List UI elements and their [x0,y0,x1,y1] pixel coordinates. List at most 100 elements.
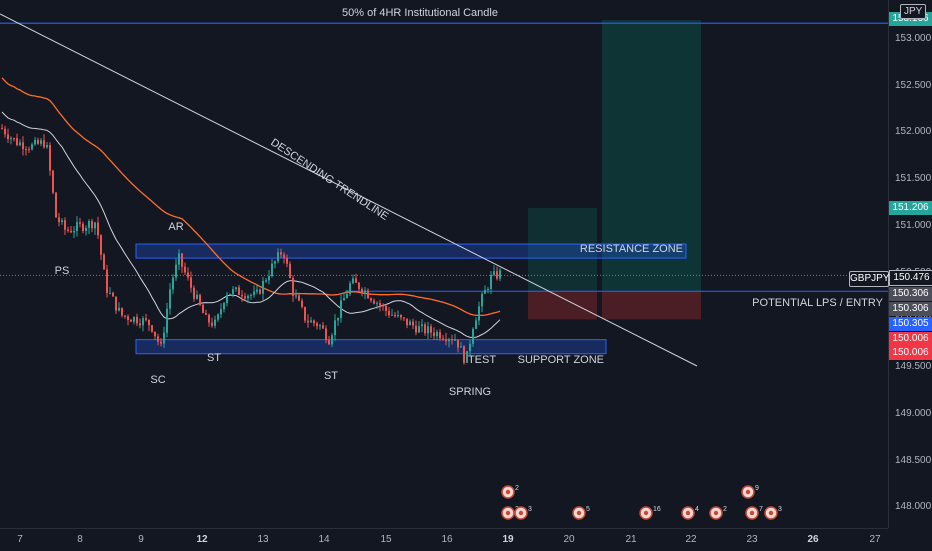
candle-body [319,325,321,327]
candle-body [445,339,447,342]
candle-body [484,289,486,294]
candle-body [10,138,12,140]
currency-badge[interactable]: JPY [900,4,927,19]
candle-body [370,298,372,301]
candle-body [448,339,450,342]
candle-body [478,306,480,321]
candle-body [331,335,333,345]
wyckoff-label-ps: PS [55,265,70,277]
candle-body [367,290,369,299]
candle-body [373,300,375,304]
time-tick-label: 26 [807,534,819,545]
entry-level-label: POTENTIAL LPS / ENTRY [752,297,883,309]
candle-body [202,304,204,314]
price-tag: 150.305 [889,317,932,331]
candle-body [208,314,210,323]
candle-body [328,340,330,345]
candle-body [181,253,183,267]
price-tag: 150.006 [889,346,932,360]
candle-body [430,326,432,333]
time-axis[interactable]: 7 8 9 12 13 14 15 16 19 20 21 22 23 26 27 [0,528,888,551]
event-badge: 3 [514,506,532,520]
candle-body [244,296,246,299]
price-tick-label: 149.500 [895,360,932,372]
candle-body [415,325,417,333]
event-badge: 4 [681,506,699,520]
candle-body [55,192,57,218]
price-tick-label: 148.000 [895,501,932,513]
candle-body [466,351,468,363]
price-tick-label: 152.000 [895,126,932,138]
candle-body [496,271,498,279]
candle-body [157,336,159,342]
candle-body [463,346,465,363]
candle-body [424,324,426,334]
candle-body [277,252,279,262]
candle-body [334,320,336,336]
candle-body [307,320,309,323]
price-tick-label: 148.500 [895,454,932,466]
candle-body [274,261,276,264]
candle-body [322,325,324,329]
candle-body [145,318,147,320]
candle-body [316,323,318,327]
candle-body [379,303,381,306]
candle-body [40,140,42,144]
candle-body [187,272,189,278]
time-tick-label: 19 [502,534,514,545]
candle-body [289,263,291,278]
candle-body [79,222,81,224]
wyckoff-label-st-1: ST [207,352,221,364]
price-tag: 150.476 [889,270,932,286]
candle-body [151,325,153,332]
candle-body [178,253,180,265]
candle-body [109,292,111,294]
candle-body [223,303,225,310]
candle-body [271,263,273,276]
candle-body [439,332,441,339]
candle-body [139,323,141,326]
candle-body [385,305,387,311]
candle-body [382,305,384,307]
candle-body [313,320,315,324]
support-zone [135,339,607,355]
institutional-candle-title: 50% of 4HR Institutional Candle [342,7,498,19]
candle-body [103,254,105,270]
candle-body [184,266,186,273]
event-badge: 5 [572,506,590,520]
resistance-zone-label: RESISTANCE ZONE [580,243,683,255]
candle-body [310,320,312,323]
candle-body [115,296,117,311]
candle-body [199,294,201,305]
candle-body [214,319,216,326]
time-tick-label: 27 [869,534,881,545]
candle-body [403,317,405,319]
candle-body [247,295,249,299]
price-tick-label: 152.500 [895,79,932,91]
wyckoff-label-test: TEST [468,354,496,366]
candle-body [43,140,45,148]
candle-body [460,346,462,348]
candle-body [436,332,438,337]
price-axis[interactable]: 153.000152.500152.000151.500151.000150.5… [888,0,932,528]
candle-body [280,252,282,255]
event-badge-count: 2 [515,485,519,492]
event-badge-count: 9 [755,485,759,492]
time-tick-label: 15 [380,534,392,545]
candle-body [388,310,390,316]
candle-body [325,328,327,341]
event-badge-count: 4 [695,506,699,513]
event-badge: 3 [501,506,519,520]
candle-body [262,280,264,294]
candle-body [487,288,489,290]
wyckoff-label-st-2: ST [324,370,338,382]
candle-body [130,319,132,322]
price-tag: 151.206 [889,201,932,215]
candle-body [190,277,192,288]
stop-zone-short [528,291,597,320]
candle-body [235,287,237,290]
price-tag: 150.306 [889,287,932,301]
candle-body [85,227,87,231]
